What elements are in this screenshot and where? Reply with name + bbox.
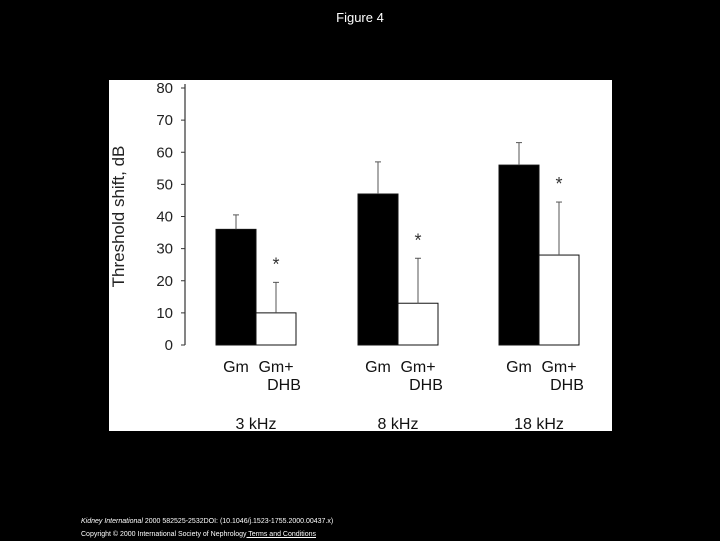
bar xyxy=(498,164,540,346)
journal-name: Kidney International xyxy=(81,518,143,525)
group-label: 8 kHz xyxy=(378,416,419,431)
y-tick-label: 20 xyxy=(156,273,173,290)
group-label: 18 kHz xyxy=(514,416,564,431)
significance-marker: * xyxy=(414,230,421,250)
footer: Kidney International 2000 582525-2532DOI… xyxy=(81,515,333,541)
citation-line: Kidney International 2000 582525-2532DOI… xyxy=(81,515,333,528)
y-axis-label: Threshold shift, dB xyxy=(109,146,128,288)
bar-label: Gm+ xyxy=(541,359,576,376)
chart-panel: 0 10 20 30 40 50 60 70 80 Threshold shift, dB Gm Gm… xyxy=(109,80,612,431)
bar-label: DHB xyxy=(409,377,443,394)
y-tick-label: 70 xyxy=(156,112,173,129)
slide-title: Figure 4 xyxy=(336,10,384,25)
bar-label: Gm+ xyxy=(400,359,435,376)
bar-chart: 0 10 20 30 40 50 60 70 80 Threshold shift, dB Gm Gm… xyxy=(109,80,584,431)
bar-label: DHB xyxy=(550,377,584,394)
copyright-line: Copyright © 2000 International Society o… xyxy=(81,528,333,541)
bar xyxy=(397,302,439,346)
copyright-text: Copyright © 2000 International Society o… xyxy=(81,531,247,538)
bar-label: Gm+ xyxy=(258,359,293,376)
bar-label: Gm xyxy=(506,359,532,376)
y-tick-label: 80 xyxy=(156,80,173,97)
significance-marker: * xyxy=(272,254,279,274)
bar xyxy=(357,193,399,346)
bar xyxy=(255,312,297,346)
y-tick-label: 40 xyxy=(156,209,173,226)
y-tick-label: 60 xyxy=(156,144,173,161)
y-tick-label: 10 xyxy=(156,305,173,322)
bar xyxy=(215,228,257,346)
bar xyxy=(538,254,580,346)
y-tick-label: 50 xyxy=(156,176,173,193)
bar-label: Gm xyxy=(365,359,391,376)
bar-label: DHB xyxy=(267,377,301,394)
terms-link[interactable]: Terms and Conditions xyxy=(246,531,317,538)
y-tick-label: 0 xyxy=(165,337,173,354)
citation-text: 2000 582525-2532DOI: (10.1046/j.1523-175… xyxy=(142,518,334,525)
group-label: 3 kHz xyxy=(236,416,277,431)
bar-label: Gm xyxy=(223,359,249,376)
significance-marker: * xyxy=(555,174,562,194)
y-tick-label: 30 xyxy=(156,241,173,258)
